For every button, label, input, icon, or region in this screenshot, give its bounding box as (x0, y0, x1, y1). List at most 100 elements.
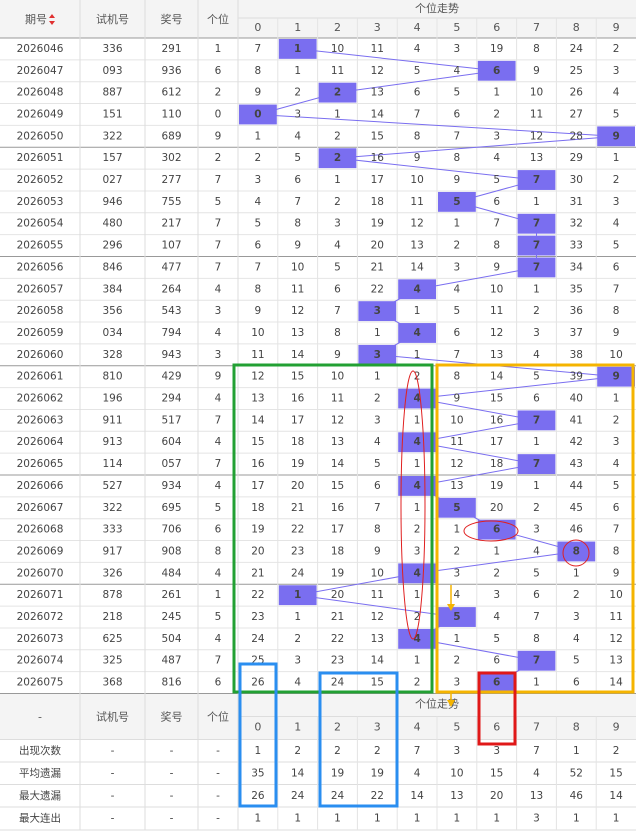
trend-cell: 2 (573, 589, 580, 601)
trend-cell: 15 (371, 130, 384, 142)
trend-cell: 5 (374, 458, 381, 470)
trend-cell: 10 (530, 87, 543, 99)
stat-value: 1 (255, 745, 262, 757)
trend-cell: 11 (450, 436, 463, 448)
stat-value: 1 (374, 812, 381, 824)
hit-cell (597, 366, 635, 387)
trend-cell: 10 (331, 371, 344, 383)
stat-value: 1 (493, 812, 500, 824)
stat-cell: - (216, 767, 220, 779)
trend-cell: 4 (413, 436, 420, 448)
trend-cell: 29 (570, 152, 583, 164)
trend-cell: 4 (413, 283, 420, 295)
cell: 2026055 (17, 240, 64, 252)
trend-cell: 2 (294, 633, 301, 645)
trend-cell: 7 (454, 349, 461, 361)
trend-cell: 3 (374, 349, 381, 361)
trend-cell: 9 (533, 65, 540, 77)
cell: 2026057 (17, 283, 64, 295)
trend-cell: 8 (613, 305, 620, 317)
cell: 943 (161, 349, 181, 361)
trend-cell: 3 (454, 261, 461, 273)
trend-cell: 3 (613, 65, 620, 77)
trend-cell: 20 (251, 545, 264, 557)
digit-header: 6 (493, 721, 500, 734)
cell: 480 (102, 218, 122, 230)
trend-cell: 7 (533, 414, 540, 426)
trend-cell: 3 (454, 43, 461, 55)
trend-cell: 4 (413, 393, 420, 405)
stat-value: 2 (334, 745, 341, 757)
trend-cell: 9 (613, 327, 620, 339)
cell: 325 (102, 655, 122, 667)
trend-cell: 15 (251, 436, 264, 448)
cell: 816 (161, 677, 181, 689)
trend-cell: 4 (454, 283, 461, 295)
cell: 4 (215, 393, 222, 405)
trend-cell: 24 (251, 633, 265, 645)
stat-cell: - (216, 790, 220, 802)
trend-cell: 6 (493, 655, 500, 667)
cell: 887 (102, 87, 122, 99)
cell: 157 (102, 152, 122, 164)
trend-cell: 7 (334, 305, 341, 317)
cell: 946 (102, 196, 122, 208)
stat-value: 20 (490, 790, 503, 802)
trend-cell: 9 (454, 393, 461, 405)
trend-cell: 12 (371, 65, 384, 77)
trend-cell: 25 (570, 65, 583, 77)
trend-cell: 6 (414, 87, 421, 99)
trend-cell: 5 (334, 261, 341, 273)
cell: 477 (161, 261, 181, 273)
trend-cell: 22 (331, 633, 344, 645)
stat-value: 13 (450, 790, 463, 802)
annotations (232, 363, 635, 808)
trend-cell: 11 (371, 43, 384, 55)
stat-value: 19 (331, 767, 344, 779)
trend-cell: 6 (334, 283, 341, 295)
cell: 810 (102, 371, 122, 383)
header-cell: 奖号 (161, 12, 183, 26)
trend-cell: 38 (570, 349, 583, 361)
cell: 7 (215, 240, 222, 252)
trend-cell: 11 (331, 393, 344, 405)
cell: 2026061 (17, 371, 64, 383)
stat-cell: - (170, 790, 174, 802)
trend-cell: 4 (414, 43, 421, 55)
hit-cell (398, 279, 436, 300)
trend-cell: 2 (294, 87, 301, 99)
trend-cell: 8 (613, 545, 620, 557)
trend-cell: 12 (450, 458, 463, 470)
stat-value: 3 (533, 812, 540, 824)
cell: 612 (161, 87, 181, 99)
digit-header: 9 (613, 721, 620, 734)
trend-cell: 21 (291, 502, 304, 514)
trend-cell: 7 (613, 283, 620, 295)
trend-cell: 5 (414, 65, 421, 77)
hit-cell (517, 235, 556, 256)
trend-cell: 6 (613, 261, 620, 273)
trend-cell: 10 (450, 414, 463, 426)
trend-cell: 6 (294, 174, 301, 186)
stat-cell: 最大遗漏 (19, 789, 61, 802)
stat-value: 7 (533, 745, 540, 757)
trend-cell: 11 (331, 65, 344, 77)
trend-cell: 4 (255, 196, 262, 208)
trend-cell: 1 (294, 43, 301, 55)
trend-cell: 12 (371, 611, 384, 623)
stat-cell: 出现次数 (19, 744, 61, 757)
trend-cell: 4 (533, 349, 540, 361)
trend-cell: 6 (454, 108, 461, 120)
trend-cell: 5 (454, 305, 461, 317)
trend-cell: 10 (291, 261, 304, 273)
cell: 2026053 (17, 196, 64, 208)
trend-cell: 6 (374, 480, 381, 492)
trend-cell: 23 (251, 611, 264, 623)
digit-header: 4 (414, 721, 421, 734)
cell: 2026054 (17, 218, 64, 230)
cell: 277 (161, 174, 181, 186)
cell: 0 (215, 108, 222, 120)
trend-cell: 8 (454, 371, 461, 383)
sort-icon (49, 14, 55, 25)
digit-header: 0 (254, 21, 261, 34)
